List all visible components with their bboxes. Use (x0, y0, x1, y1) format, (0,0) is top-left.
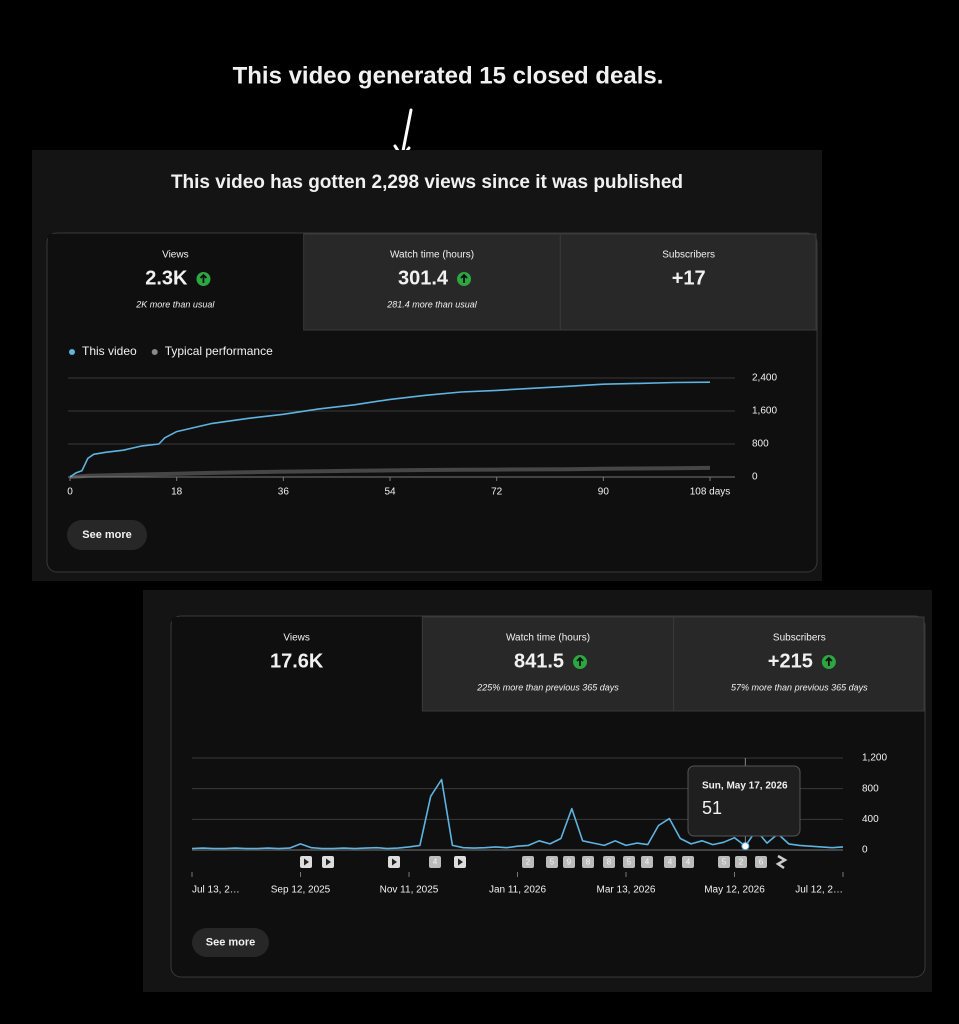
play-icon (304, 858, 309, 866)
tab-label: Views (283, 633, 310, 644)
event-marker-label: 8 (607, 858, 612, 867)
x-tick-label: Mar 13, 2026 (597, 885, 656, 896)
tab-note: 281.4 more than usual (386, 299, 478, 309)
x-tick-label: 36 (278, 487, 290, 498)
tab[interactable] (673, 616, 925, 712)
see-more-button[interactable] (192, 928, 269, 957)
chart-title: This video has gotten 2,298 views since … (171, 172, 683, 193)
tab-note: 225% more than previous 365 days (476, 682, 619, 692)
legend-swatch (151, 349, 158, 355)
x-tick-label: Jul 12, 2… (795, 885, 843, 896)
see-more-button[interactable] (67, 520, 147, 550)
tab[interactable] (421, 616, 675, 712)
y-tick-label: 1,200 (862, 753, 887, 764)
y-tick-label: 0 (862, 845, 868, 856)
event-marker[interactable] (522, 856, 534, 868)
tab-value: 841.5 (514, 650, 564, 672)
trend-up-arrow (825, 656, 833, 666)
y-tick-label: 400 (862, 814, 879, 825)
x-tick-label: Sep 12, 2025 (271, 885, 331, 896)
tooltip-date: Sun, May 17, 2026 (702, 781, 788, 792)
event-marker[interactable] (563, 856, 575, 868)
x-tick-label: 54 (384, 487, 396, 498)
tab-label: Watch time (hours) (506, 633, 590, 644)
trend-up-arrow (199, 273, 208, 283)
event-marker[interactable] (546, 856, 558, 868)
tab-label: Subscribers (773, 633, 826, 644)
tab-note: 57% more than previous 365 days (731, 682, 868, 692)
tab-selected[interactable] (172, 617, 423, 711)
event-marker-label: 4 (686, 858, 691, 867)
event-marker[interactable] (735, 856, 747, 868)
event-marker-label: 9 (567, 858, 572, 867)
event-marker[interactable] (664, 856, 676, 868)
arrow (393, 108, 413, 160)
event-marker-label: 5 (550, 858, 555, 867)
series-line (69, 465, 711, 479)
tab-label: Subscribers (662, 250, 715, 261)
event-marker[interactable] (603, 856, 615, 868)
event-marker[interactable] (623, 856, 635, 868)
tab-value: 17.6K (270, 650, 324, 672)
y-tick-label: 0 (752, 472, 758, 483)
tooltip-value: 51 (702, 798, 722, 818)
play-icon (392, 858, 397, 866)
event-marker-label: 2 (739, 858, 744, 867)
event-marker-label: 4 (668, 858, 673, 867)
x-tick-label: Jul 13, 2… (192, 885, 240, 896)
event-marker[interactable] (718, 856, 730, 868)
event-marker[interactable] (641, 856, 653, 868)
event-marker-label: 5 (627, 858, 632, 867)
event-marker-label: 6 (759, 858, 764, 867)
tab-label: Watch time (hours) (390, 250, 474, 261)
tab[interactable] (303, 233, 561, 331)
headline: This video generated 15 closed deals. (233, 62, 664, 89)
tab-value: +215 (768, 650, 813, 672)
tab-label: Views (162, 250, 189, 261)
tab[interactable] (559, 233, 817, 331)
play-icon (458, 858, 463, 866)
x-tick-label: 18 (171, 487, 183, 498)
tab-note: 2K more than usual (135, 299, 215, 309)
trend-up-arrow (576, 656, 584, 666)
event-marker-label: 4 (433, 858, 438, 867)
series-line (69, 381, 711, 478)
y-tick-label: 2,400 (752, 373, 777, 384)
x-tick-label: Jan 11, 2026 (489, 885, 547, 896)
legend-swatch (69, 349, 75, 355)
x-tick-label: May 12, 2026 (704, 885, 765, 896)
y-tick-label: 1,600 (752, 406, 777, 417)
tab-value: 2.3K (145, 267, 188, 289)
see-more-label: See more (206, 936, 256, 948)
hover-dot (741, 842, 750, 851)
event-marker[interactable] (755, 856, 767, 868)
tab-value: +17 (672, 267, 706, 289)
tab-selected[interactable] (48, 234, 304, 330)
event-marker[interactable] (429, 856, 441, 868)
see-more-label: See more (82, 529, 132, 541)
x-tick-label: 0 (67, 487, 73, 498)
series-line (191, 778, 844, 850)
legend-label: Typical performance (165, 344, 273, 358)
event-marker[interactable] (682, 856, 694, 868)
event-marker-label: 8 (586, 858, 591, 867)
shorts-marker (775, 854, 788, 870)
event-marker-label: 4 (645, 858, 650, 867)
x-tick-label: 108 days (690, 487, 731, 498)
trend-up-arrow (460, 273, 468, 283)
event-marker-label: 2 (526, 858, 531, 867)
y-tick-label: 800 (862, 783, 879, 794)
event-marker-label: 5 (722, 858, 727, 867)
play-icon (326, 858, 331, 866)
tooltip (687, 765, 801, 837)
x-tick-label: 90 (598, 487, 610, 498)
x-tick-label: Nov 11, 2025 (380, 885, 439, 896)
event-marker[interactable] (582, 856, 594, 868)
x-tick-label: 72 (491, 487, 503, 498)
legend-label: This video (82, 344, 137, 358)
tab-value: 301.4 (398, 267, 449, 289)
y-tick-label: 800 (752, 439, 769, 450)
